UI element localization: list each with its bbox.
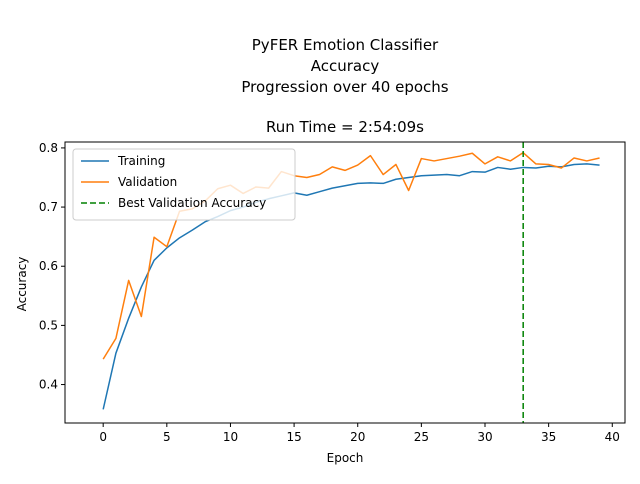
x-tick-label: 30 [477, 430, 492, 444]
chart-title: PyFER Emotion Classifier Accuracy Progre… [241, 36, 448, 136]
x-axis-label: Epoch [327, 451, 364, 465]
legend-label: Validation [118, 175, 177, 189]
y-tick-label: 0.5 [39, 318, 58, 332]
legend-label: Training [117, 154, 165, 168]
title-line-run-time: Run Time = 2:54:09s [266, 118, 424, 136]
y-tick-label: 0.8 [39, 141, 58, 155]
x-tick-label: 40 [605, 430, 620, 444]
title-line-1: PyFER Emotion Classifier [252, 36, 439, 54]
title-line-2: Accuracy [311, 57, 380, 75]
axis-ticks: 0 5 10 15 20 25 30 35 40 0.4 0.5 0.6 0.7 0.8 [39, 141, 620, 444]
legend-box [72, 148, 296, 221]
legend: Training Validation Best Validation Accura… [72, 148, 296, 221]
x-tick-label: 0 [99, 430, 107, 444]
y-tick-label: 0.7 [39, 200, 58, 214]
y-tick-label: 0.4 [39, 378, 58, 392]
y-axis-label: Accuracy [15, 257, 29, 312]
legend-label: Best Validation Accuracy [118, 196, 266, 210]
series-line-training [102, 163, 600, 410]
x-tick-label: 10 [223, 430, 238, 444]
x-tick-label: 5 [163, 430, 171, 444]
axes-frame [64, 141, 626, 424]
x-tick-label: 35 [541, 430, 556, 444]
y-tick-label: 0.6 [39, 259, 58, 273]
x-tick-label: 15 [286, 430, 301, 444]
x-tick-label: 20 [350, 430, 365, 444]
title-line-3: Progression over 40 epochs [241, 78, 448, 96]
x-tick-label: 25 [414, 430, 429, 444]
